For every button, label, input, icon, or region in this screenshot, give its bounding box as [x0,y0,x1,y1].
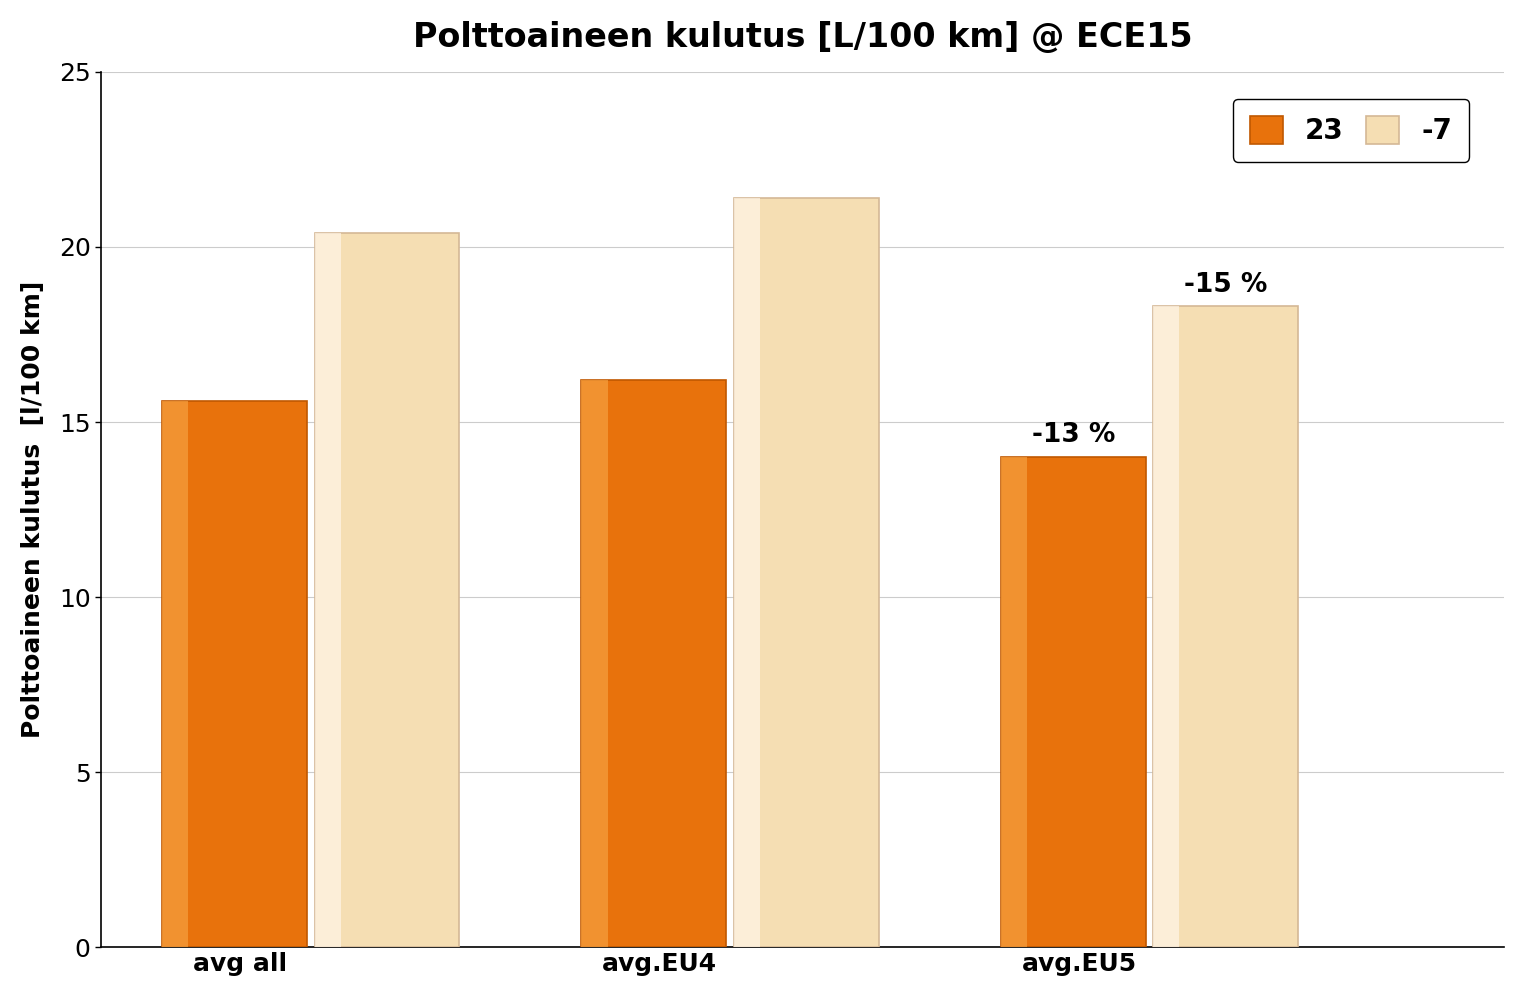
Bar [581,380,726,947]
Title: Polttoaineen kulutus [L/100 km] @ ECE15: Polttoaineen kulutus [L/100 km] @ ECE15 [413,21,1193,54]
Bar [314,233,459,947]
Text: -13 %: -13 % [1031,423,1115,449]
Bar [1000,457,1026,947]
Bar [1153,306,1179,947]
Bar [1153,306,1298,947]
Bar [162,401,188,947]
Y-axis label: Polttoaineen kulutus  [l/100 km]: Polttoaineen kulutus [l/100 km] [21,281,44,738]
Legend: 23, -7: 23, -7 [1232,99,1469,162]
Bar [162,401,307,947]
Bar [1000,457,1145,947]
Bar [581,380,607,947]
Bar [314,233,340,947]
Bar [734,197,759,947]
Text: -15 %: -15 % [1183,272,1267,298]
Bar [734,197,878,947]
